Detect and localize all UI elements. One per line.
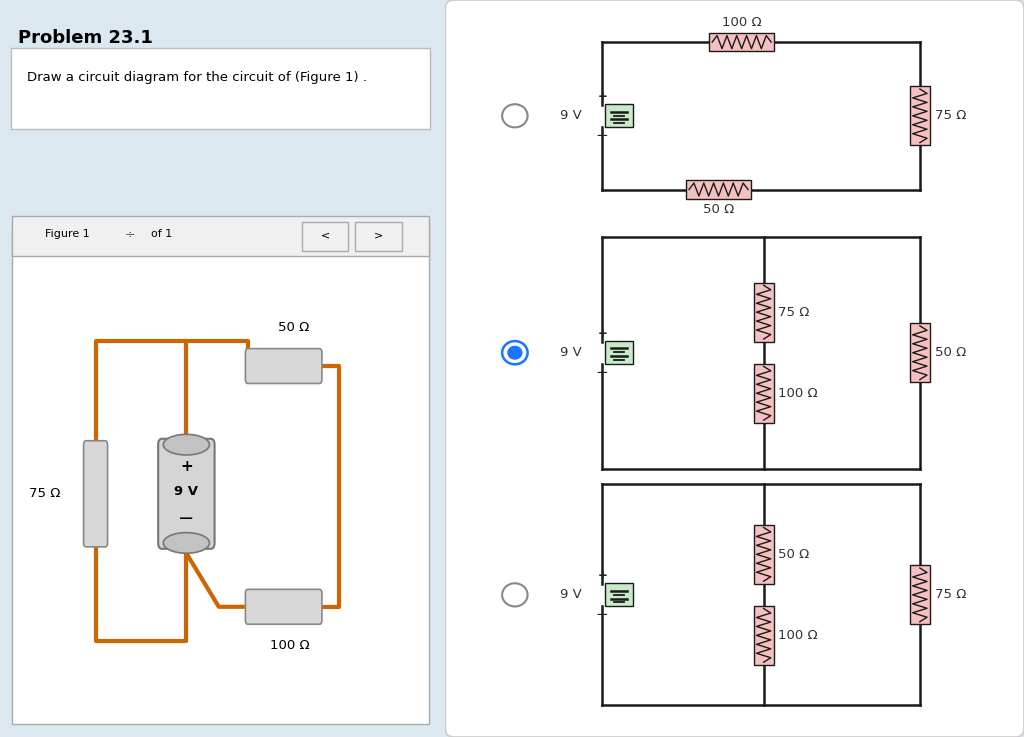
Text: <: < bbox=[321, 231, 330, 241]
Text: 50 Ω: 50 Ω bbox=[935, 346, 966, 359]
Text: ÷: ÷ bbox=[125, 228, 135, 241]
Text: +: + bbox=[597, 90, 607, 102]
FancyBboxPatch shape bbox=[605, 583, 633, 607]
Text: 50 Ω: 50 Ω bbox=[702, 203, 734, 216]
FancyBboxPatch shape bbox=[686, 181, 751, 199]
FancyBboxPatch shape bbox=[246, 590, 322, 624]
FancyBboxPatch shape bbox=[12, 216, 428, 256]
Text: −: − bbox=[596, 607, 608, 623]
Circle shape bbox=[508, 346, 522, 359]
Text: 100 Ω: 100 Ω bbox=[778, 387, 818, 399]
FancyBboxPatch shape bbox=[754, 606, 774, 665]
FancyBboxPatch shape bbox=[12, 226, 429, 724]
FancyBboxPatch shape bbox=[84, 441, 108, 547]
Text: 9 V: 9 V bbox=[174, 485, 199, 497]
Text: 50 Ω: 50 Ω bbox=[778, 548, 810, 561]
FancyBboxPatch shape bbox=[605, 341, 633, 364]
Text: 75 Ω: 75 Ω bbox=[29, 487, 59, 500]
Text: 75 Ω: 75 Ω bbox=[935, 109, 966, 122]
Text: 100 Ω: 100 Ω bbox=[722, 15, 762, 29]
Text: −: − bbox=[178, 509, 195, 528]
FancyBboxPatch shape bbox=[158, 439, 215, 549]
Text: 50 Ω: 50 Ω bbox=[278, 321, 309, 334]
FancyBboxPatch shape bbox=[605, 104, 633, 128]
FancyBboxPatch shape bbox=[754, 283, 774, 342]
Text: −: − bbox=[596, 366, 608, 380]
Ellipse shape bbox=[163, 533, 210, 553]
Text: −: − bbox=[596, 128, 608, 144]
FancyBboxPatch shape bbox=[11, 48, 430, 129]
FancyBboxPatch shape bbox=[355, 222, 401, 251]
Text: 75 Ω: 75 Ω bbox=[935, 588, 966, 601]
Text: 9 V: 9 V bbox=[560, 346, 582, 359]
Text: +: + bbox=[597, 326, 607, 340]
FancyBboxPatch shape bbox=[246, 349, 322, 383]
Circle shape bbox=[502, 583, 527, 607]
Circle shape bbox=[502, 341, 527, 364]
FancyBboxPatch shape bbox=[754, 364, 774, 423]
Circle shape bbox=[502, 104, 527, 128]
FancyBboxPatch shape bbox=[710, 33, 774, 52]
FancyBboxPatch shape bbox=[909, 86, 930, 145]
Text: 9 V: 9 V bbox=[560, 109, 582, 122]
Text: 100 Ω: 100 Ω bbox=[778, 629, 818, 642]
Ellipse shape bbox=[163, 434, 210, 455]
FancyBboxPatch shape bbox=[302, 222, 348, 251]
Text: 9 V: 9 V bbox=[560, 588, 582, 601]
FancyBboxPatch shape bbox=[909, 324, 930, 383]
FancyBboxPatch shape bbox=[754, 525, 774, 584]
Text: >: > bbox=[374, 231, 383, 241]
Text: 100 Ω: 100 Ω bbox=[270, 639, 310, 652]
Text: Figure 1: Figure 1 bbox=[45, 229, 89, 240]
FancyBboxPatch shape bbox=[445, 0, 1024, 737]
FancyBboxPatch shape bbox=[909, 565, 930, 624]
Text: Problem 23.1: Problem 23.1 bbox=[17, 29, 153, 47]
Text: +: + bbox=[597, 569, 607, 581]
Text: 75 Ω: 75 Ω bbox=[778, 306, 810, 318]
Text: +: + bbox=[180, 459, 193, 475]
Text: of 1: of 1 bbox=[152, 229, 173, 240]
Text: Draw a circuit diagram for the circuit of (Figure 1) .: Draw a circuit diagram for the circuit o… bbox=[27, 71, 367, 84]
